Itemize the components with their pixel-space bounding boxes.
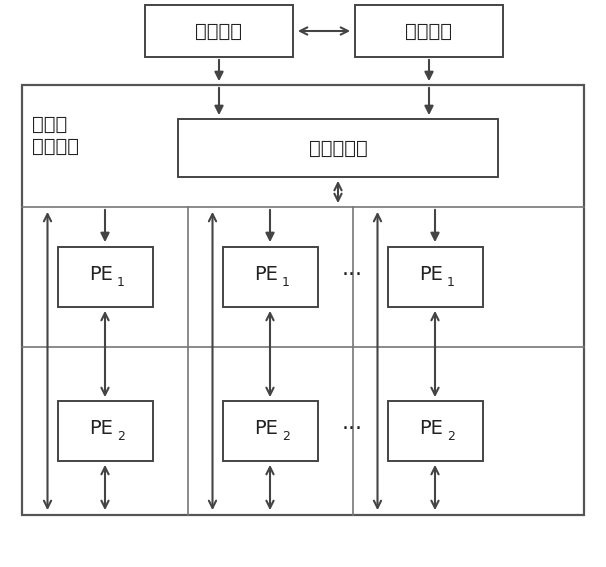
Bar: [222, 401, 318, 461]
Bar: [58, 247, 153, 307]
Text: ···: ···: [342, 419, 363, 439]
Text: PE: PE: [254, 418, 278, 438]
Text: ···: ···: [342, 265, 363, 285]
Text: PE: PE: [419, 264, 443, 284]
Text: 接口控制器: 接口控制器: [308, 138, 367, 158]
Text: 2: 2: [282, 430, 290, 443]
Text: 1: 1: [447, 277, 455, 290]
Bar: [222, 247, 318, 307]
Bar: [355, 5, 503, 57]
Text: 1: 1: [117, 277, 125, 290]
Text: 2: 2: [117, 430, 125, 443]
Bar: [387, 247, 482, 307]
Text: PE: PE: [254, 264, 278, 284]
Text: PE: PE: [419, 418, 443, 438]
Text: 调度模块: 调度模块: [196, 22, 242, 40]
Text: 可重构
处理阵列: 可重构 处理阵列: [32, 115, 79, 156]
Text: 2: 2: [447, 430, 455, 443]
Text: 1: 1: [282, 277, 290, 290]
Bar: [387, 401, 482, 461]
Text: PE: PE: [89, 418, 113, 438]
Bar: [178, 119, 498, 177]
Bar: [145, 5, 293, 57]
Text: 存储模块: 存储模块: [405, 22, 453, 40]
Bar: [22, 85, 584, 515]
Text: PE: PE: [89, 264, 113, 284]
Bar: [58, 401, 153, 461]
